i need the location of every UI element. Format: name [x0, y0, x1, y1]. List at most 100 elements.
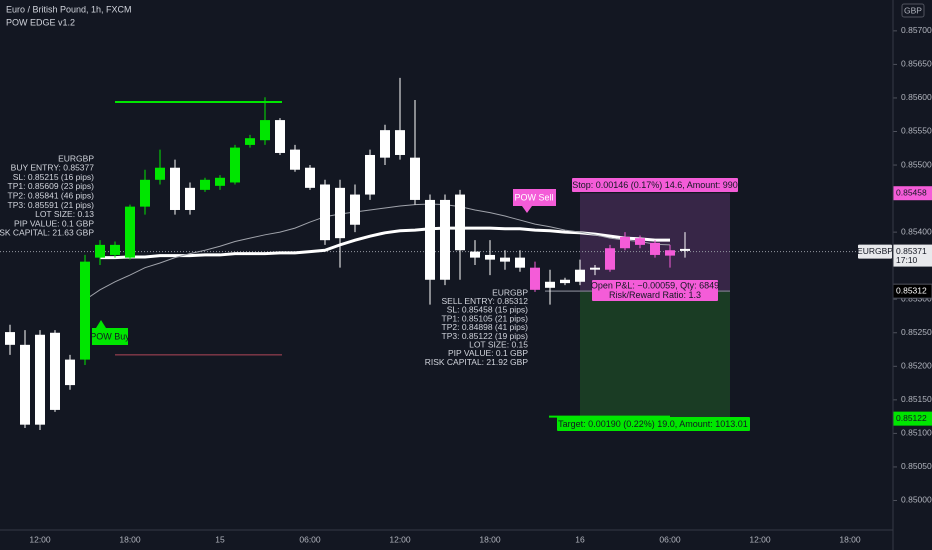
buy-info: RISK CAPITAL: 21.63 GBP [0, 228, 94, 238]
labels: 0.85700 0.85650 0.85600 0.85550 0.85500 0.854… [0, 25, 932, 544]
x-tick-label: 18:00 [839, 534, 861, 544]
buy-info: BUY ENTRY: 0.85377 [11, 163, 95, 173]
moving-average [100, 226, 670, 260]
candle-body [350, 194, 360, 225]
sell-info: RISK CAPITAL: 21.92 GBP [425, 357, 529, 367]
candle-body [215, 177, 225, 186]
price-label-box [893, 186, 932, 201]
candle-body [665, 250, 675, 256]
candle-body [140, 179, 150, 207]
symbol-label: EURGBP [857, 246, 893, 256]
target-box [557, 417, 750, 431]
x-tick-label: 12:00 [29, 534, 51, 544]
x-tick-label: 15 [215, 534, 225, 544]
candle-body [20, 344, 30, 425]
candle-body [185, 187, 195, 210]
candle-body [65, 359, 75, 386]
candle-body [80, 261, 90, 360]
buy-info: TP3: 0.85591 (21 pips) [8, 200, 95, 210]
currency[interactable]: GBP [904, 5, 922, 15]
y-tick-label: 0.85250 [901, 327, 932, 337]
candle-body [335, 187, 345, 239]
candle-body [260, 120, 270, 141]
sell-info: TP1: 0.85105 (21 pips) [442, 313, 529, 323]
candle-body [200, 179, 210, 190]
y-tick-label: 0.85100 [901, 428, 932, 438]
candle-body [380, 130, 390, 158]
y-tick-label: 0.85600 [901, 92, 932, 102]
pnl-box [592, 280, 718, 301]
candle-body [50, 332, 60, 410]
buy-info: EURGBP [58, 153, 94, 163]
marks [5, 77, 690, 431]
candle-body [485, 254, 495, 260]
sell-signal-label [513, 189, 556, 213]
price-label: 0.85122 [896, 413, 927, 423]
candle-body [425, 199, 435, 280]
y-tick-label: 0.85000 [901, 495, 932, 505]
candle-body [605, 248, 615, 270]
candle-body [650, 242, 660, 255]
y-tick-label: 0.85050 [901, 461, 932, 471]
x-tick-label: 06:00 [299, 534, 321, 544]
candle-body [410, 157, 420, 200]
x-tick-label: 16 [575, 534, 585, 544]
price-label-box [893, 244, 932, 267]
currency-box[interactable] [901, 3, 925, 18]
candle-body [395, 130, 405, 155]
x-tick-label: 18:00 [119, 534, 141, 544]
y-tick-label: 0.85500 [901, 159, 932, 169]
buy-info: LOT SIZE: 0.13 [35, 209, 94, 219]
candle-body [110, 244, 120, 255]
stop-box-text: Stop: 0.00146 (0.17%) 14.6, Amount: 990 [572, 180, 738, 190]
candle-body [170, 167, 180, 210]
sell-info: TP2: 0.84898 (41 pips) [442, 322, 529, 332]
sell-info: SL: 0.85458 (15 pips) [447, 305, 528, 315]
candle-body [620, 236, 630, 249]
buy-info: SL: 0.85215 (16 pips) [13, 172, 94, 182]
sell-signal-text: POW Sell [514, 192, 553, 202]
candle-body [530, 267, 540, 290]
sell-info: PIP VALUE: 0.1 GBP [448, 348, 528, 358]
y-tick-label: 0.85400 [901, 226, 932, 236]
price-label: 0.85312 [896, 285, 927, 295]
y-tick-label: 0.85700 [901, 25, 932, 35]
y-tick-label: 0.85200 [901, 361, 932, 371]
candle-body [35, 334, 45, 425]
sell-info: SELL ENTRY: 0.85312 [442, 296, 529, 306]
chart-title: Euro / British Pound, 1h, FXCM [6, 4, 132, 14]
candle-body [680, 248, 690, 251]
candle-body [440, 199, 450, 280]
y-tick-label: 0.85650 [901, 59, 932, 69]
y-tick-label: 0.85150 [901, 394, 932, 404]
target-zone [580, 291, 730, 419]
sell-info: TP3: 0.85122 (19 pips) [442, 331, 529, 341]
candle-body [515, 257, 525, 268]
pnl-box-text: Open P&L: −0.00059, Qty: 6849 [591, 280, 719, 290]
candle-body [155, 167, 165, 180]
candle-body [455, 194, 465, 251]
x-tick-label: 06:00 [659, 534, 681, 544]
chart-subtitle: POW EDGE v1.2 [6, 17, 75, 27]
candle-body [635, 238, 645, 245]
moving-average [84, 203, 671, 301]
candle-body [230, 147, 240, 183]
candle-body [320, 184, 330, 241]
x-tick-label: 12:00 [749, 534, 771, 544]
candle-body [5, 332, 15, 345]
symbol-box [858, 244, 892, 259]
candle-body [245, 138, 255, 145]
candle-body [275, 120, 285, 153]
x-tick-label: 18:00 [479, 534, 501, 544]
buy-signal-label [92, 320, 128, 345]
candle-body [95, 244, 105, 258]
candle-body [290, 149, 300, 170]
buy-info: TP2: 0.85841 (46 pips) [8, 190, 95, 200]
candle-body [305, 167, 315, 188]
x-tick-label: 12:00 [389, 534, 411, 544]
price-label: 0.85371 [896, 246, 927, 256]
candle-body [590, 267, 600, 270]
candle-body [575, 269, 585, 282]
